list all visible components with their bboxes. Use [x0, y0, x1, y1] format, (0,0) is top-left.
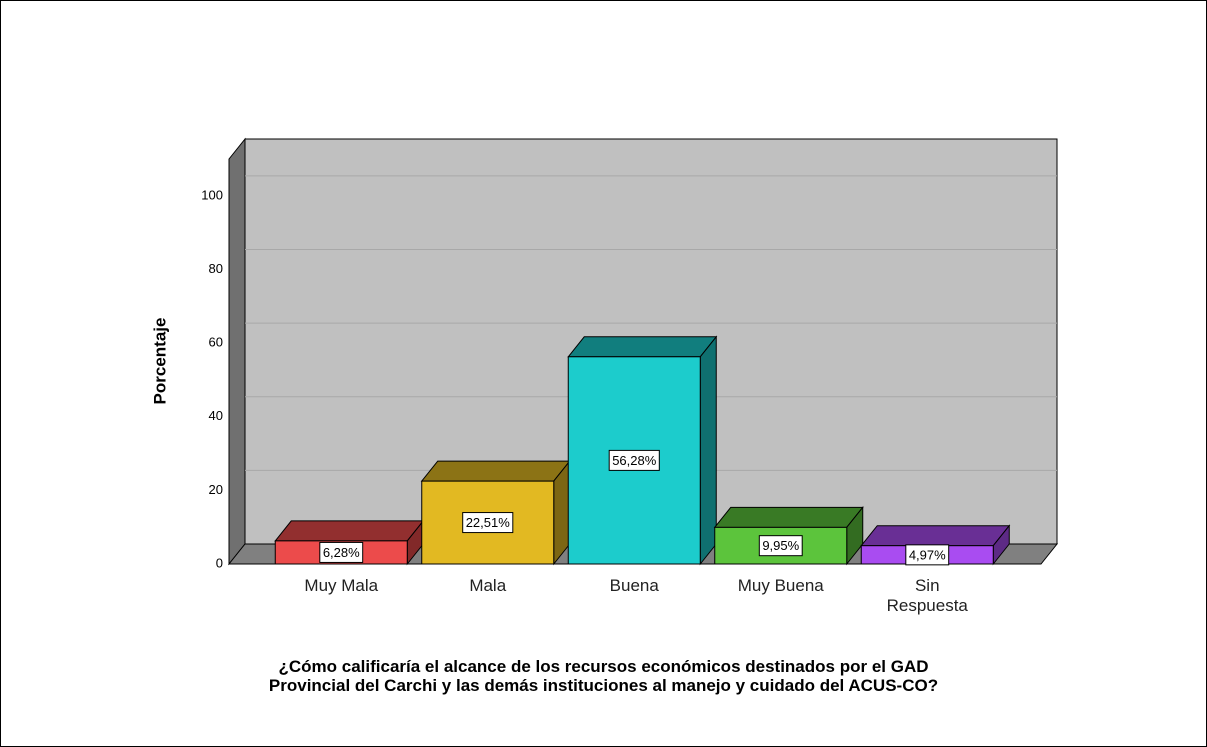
y-tick-label: 20: [209, 482, 223, 497]
value-label: 56,28%: [612, 453, 657, 468]
bar-top: [420, 460, 571, 482]
value-label-box: [758, 535, 803, 557]
y-tick-label: 40: [209, 408, 223, 423]
value-label: 22,51%: [466, 515, 511, 530]
x-tick-label: Muy Mala: [304, 576, 379, 595]
x-tick-label: Sin Respuesta: [886, 576, 968, 615]
value-label: 6,28%: [323, 545, 360, 560]
chart-title: Provincial del Carchi y las demás instit…: [268, 676, 939, 695]
y-tick-label: 100: [201, 187, 223, 202]
x-tick-label: Mala: [469, 576, 507, 595]
value-label-box: [608, 449, 660, 471]
value-label-box: [319, 541, 364, 563]
chart-title: ¿Cómo calificaría el alcance de los recu…: [278, 657, 929, 676]
value-label: 9,95%: [762, 538, 799, 553]
x-tick-label: Muy Buena: [737, 576, 824, 595]
x-tick-label: Buena: [609, 576, 659, 595]
bar-top: [274, 520, 425, 542]
bar-top: [567, 336, 718, 358]
left-wall: [228, 137, 246, 566]
bar-top: [713, 506, 864, 528]
value-label-box: [462, 512, 514, 534]
value-label: 4,97%: [909, 547, 946, 562]
value-label-box: [905, 544, 950, 566]
y-axis-label: Porcentaje: [150, 318, 169, 405]
y-tick-label: 60: [209, 335, 223, 350]
y-tick-label: 0: [216, 555, 223, 570]
bar-top: [860, 525, 1011, 547]
y-tick-label: 80: [209, 261, 223, 276]
bar-side: [699, 335, 717, 566]
